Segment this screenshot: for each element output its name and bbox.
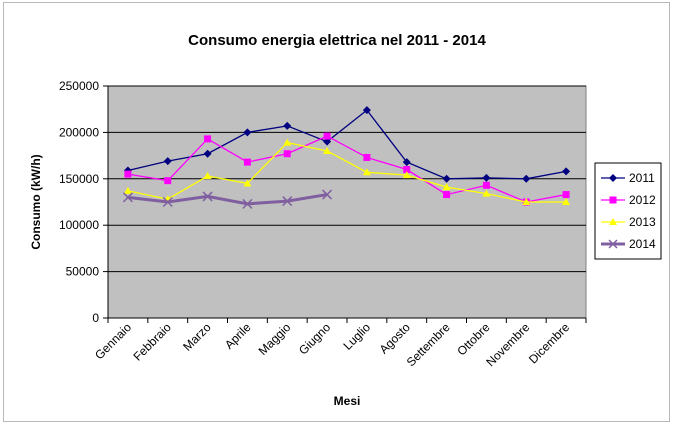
x-tick-label: Marzo [180, 320, 214, 354]
y-axis-title: Consumo (kW/h) [29, 154, 43, 249]
x-tick-label: Novembre [483, 320, 532, 369]
data-point [403, 166, 411, 174]
plot-area [107, 85, 587, 319]
y-tick-label: 150000 [59, 172, 99, 186]
legend-label: 2012 [629, 193, 656, 207]
data-point [243, 179, 252, 187]
x-tick-label: Gennaio [92, 320, 134, 362]
data-point [243, 128, 252, 137]
data-point [562, 198, 571, 205]
x-tick-label: Ottobre [454, 320, 492, 358]
x-tick-label: Agosto [377, 320, 414, 357]
data-point [402, 158, 411, 167]
data-point [442, 183, 451, 191]
series-2011 [123, 106, 571, 183]
data-point [609, 174, 617, 182]
chart-title: Consumo energia elettrica nel 2011 - 201… [188, 32, 486, 49]
series-2013 [123, 138, 571, 205]
data-point [442, 174, 451, 183]
y-tick-label: 50000 [66, 265, 100, 279]
series-group [122, 106, 571, 209]
series-line [127, 193, 328, 206]
data-point [608, 239, 618, 249]
legend-item-2011: 2011 [601, 171, 655, 185]
data-point [282, 196, 293, 207]
data-point [204, 135, 212, 143]
y-tick-label: 200000 [59, 125, 99, 139]
legend-label: 2011 [629, 171, 655, 185]
data-point [122, 192, 133, 203]
data-point [124, 170, 132, 178]
data-point [609, 196, 617, 204]
data-point [203, 172, 212, 180]
data-point [322, 189, 333, 200]
data-point [163, 157, 172, 166]
series-2014 [122, 189, 333, 209]
data-point [482, 173, 491, 182]
legend-item-2013: 2013 [601, 215, 656, 229]
data-point [562, 191, 570, 199]
data-point [522, 174, 531, 183]
data-point [562, 167, 571, 176]
data-point [283, 150, 291, 158]
data-point [283, 121, 292, 130]
y-tick-label: 250000 [59, 79, 99, 93]
data-point [362, 106, 371, 115]
x-tick-label: Aprile [222, 320, 254, 352]
x-tick-label: Maggio [256, 320, 294, 358]
data-point [164, 177, 172, 185]
x-axis-title: Mesi [334, 394, 361, 408]
data-point [443, 191, 451, 199]
data-point [202, 191, 213, 202]
series-line [127, 109, 567, 180]
data-point [283, 138, 292, 146]
data-point [242, 198, 253, 209]
data-point [362, 168, 371, 176]
data-point [609, 218, 617, 225]
x-tick-label: Febbraio [130, 320, 174, 364]
data-point [482, 181, 490, 189]
data-point [482, 189, 491, 197]
legend-label: 2014 [629, 237, 656, 251]
legend: 2011 2012 2013 2014 [594, 162, 662, 260]
y-tick-label: 100000 [59, 218, 99, 232]
legend-item-2014: 2014 [601, 237, 656, 251]
series-line [127, 135, 567, 203]
data-point [323, 137, 332, 146]
series-line [127, 141, 567, 203]
y-tick-label: 0 [92, 311, 99, 325]
x-tick-label: Giugno [296, 320, 333, 357]
legend-label: 2013 [629, 215, 656, 229]
data-point [402, 171, 411, 179]
data-point [123, 186, 132, 194]
data-point [522, 198, 531, 205]
data-point [323, 132, 331, 140]
legend-item-2012: 2012 [601, 193, 656, 207]
x-tick-label: Luglio [340, 320, 373, 353]
data-point [203, 149, 212, 158]
data-point [323, 146, 332, 154]
data-point [162, 196, 173, 208]
data-point [243, 158, 251, 166]
data-point [363, 153, 371, 161]
x-tick-label: Dicembre [526, 320, 572, 366]
x-tick-label: Settembre [404, 320, 453, 369]
